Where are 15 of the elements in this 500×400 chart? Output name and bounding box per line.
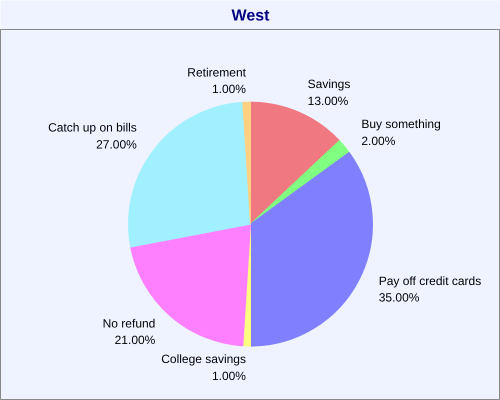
slice-label: No refund (102, 316, 156, 330)
data-label: 21.00% (114, 333, 156, 348)
data-label: 2.00% (361, 134, 396, 148)
slice-label: Savings (308, 76, 350, 91)
data-label: 13.00% (308, 94, 349, 108)
slice-label: Catch up on bills (48, 120, 137, 135)
chart-title: West (232, 8, 270, 24)
slice-label: College savings (161, 352, 246, 366)
slice-label: Retirement (187, 65, 247, 80)
data-label: 1.00% (212, 368, 246, 383)
slice-label: Buy something (361, 117, 441, 132)
slice-label: Pay off credit cards (378, 274, 482, 288)
data-label: 27.00% (96, 138, 138, 152)
data-label: 1.00% (212, 82, 246, 96)
data-label: 35.00% (378, 290, 420, 305)
